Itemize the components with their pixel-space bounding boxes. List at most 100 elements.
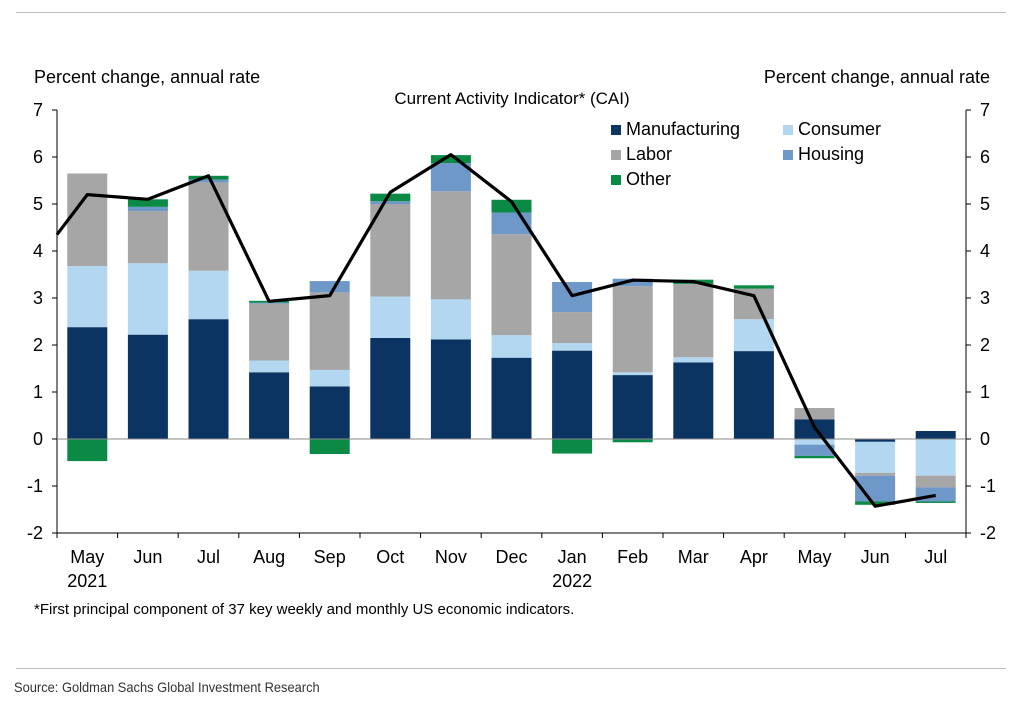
x-tick-label: Mar bbox=[678, 547, 709, 567]
legend-swatch-housing bbox=[783, 149, 793, 160]
x-tick-label: Feb bbox=[617, 547, 648, 567]
bar-manufacturing bbox=[915, 431, 956, 439]
legend-swatch-labor bbox=[611, 149, 621, 160]
y-tick-label-right: -1 bbox=[980, 476, 996, 496]
y-tick-label-left: 4 bbox=[33, 241, 43, 261]
x-tick-label: Jul bbox=[924, 547, 947, 567]
bar-labor bbox=[430, 191, 471, 300]
x-year-label: 2022 bbox=[552, 571, 592, 591]
bar-manufacturing bbox=[67, 327, 108, 439]
legend-item-other: Other bbox=[611, 169, 671, 190]
bar-housing bbox=[309, 281, 350, 293]
legend-swatch-manufacturing bbox=[611, 124, 621, 135]
bar-manufacturing bbox=[855, 439, 896, 442]
bar-labor bbox=[552, 312, 593, 344]
source-note: Source: Goldman Sachs Global Investment … bbox=[14, 679, 320, 695]
legend-label-consumer: Consumer bbox=[798, 119, 882, 139]
bar-consumer bbox=[612, 372, 653, 376]
y-tick-label-right: 2 bbox=[980, 335, 990, 355]
bar-other bbox=[491, 199, 532, 213]
x-tick-label: Jun bbox=[133, 547, 162, 567]
y-tick-label-right: 4 bbox=[980, 241, 990, 261]
y-tick-label-right: 5 bbox=[980, 194, 990, 214]
footnote: *First principal component of 37 key wee… bbox=[34, 601, 575, 618]
bar-labor bbox=[127, 211, 168, 264]
bar-other bbox=[430, 155, 471, 164]
bar-labor bbox=[67, 173, 108, 267]
bar-other bbox=[915, 501, 956, 503]
y-tick-label-left: 1 bbox=[33, 382, 43, 402]
bar-labor bbox=[673, 283, 714, 358]
x-tick-label: Apr bbox=[740, 547, 768, 567]
y-tick-label-left: 3 bbox=[33, 288, 43, 308]
bar-other bbox=[794, 455, 835, 459]
x-tick-label: Oct bbox=[376, 547, 404, 567]
bar-manufacturing bbox=[249, 372, 290, 439]
bar-manufacturing bbox=[127, 334, 168, 439]
legend-item-manufacturing: Manufacturing bbox=[611, 119, 740, 140]
legend-swatch-other bbox=[611, 174, 621, 185]
legend-label-labor: Labor bbox=[626, 144, 673, 164]
bar-manufacturing bbox=[491, 357, 532, 439]
bar-labor bbox=[855, 472, 896, 476]
bar-housing bbox=[188, 179, 229, 183]
bar-other bbox=[309, 439, 350, 455]
bar-consumer bbox=[67, 266, 108, 328]
bar-labor bbox=[309, 292, 350, 370]
bar-housing bbox=[249, 302, 290, 304]
bar-labor bbox=[915, 475, 956, 488]
y-tick-label-left: 7 bbox=[33, 100, 43, 120]
bar-consumer bbox=[552, 343, 593, 351]
x-tick-label: Dec bbox=[495, 547, 527, 567]
y-tick-label-left: -1 bbox=[27, 476, 43, 496]
legend-swatch-consumer bbox=[783, 124, 793, 135]
bar-labor bbox=[249, 303, 290, 361]
bar-housing bbox=[370, 201, 411, 204]
bar-manufacturing bbox=[188, 319, 229, 439]
bar-consumer bbox=[309, 369, 350, 387]
y-tick-label-right: 3 bbox=[980, 288, 990, 308]
y-tick-label-left: 2 bbox=[33, 335, 43, 355]
bar-housing bbox=[794, 444, 835, 456]
bar-housing bbox=[612, 278, 653, 287]
legend-label-housing: Housing bbox=[798, 144, 865, 164]
x-tick-label: Nov bbox=[435, 547, 467, 567]
bar-housing bbox=[127, 206, 168, 212]
legend-item-consumer: Consumer bbox=[783, 119, 881, 140]
bar-consumer bbox=[855, 441, 896, 473]
legend-label-manufacturing: Manufacturing bbox=[626, 119, 741, 139]
x-tick-label: May bbox=[70, 547, 104, 567]
legend-label-other: Other bbox=[626, 169, 672, 189]
bar-consumer bbox=[491, 335, 532, 358]
bar-consumer bbox=[430, 299, 471, 340]
bar-other bbox=[855, 501, 896, 505]
top-rule bbox=[16, 12, 1006, 13]
bar-other bbox=[552, 439, 593, 454]
y-tick-label-left: 0 bbox=[33, 429, 43, 449]
x-tick-label: Jun bbox=[861, 547, 890, 567]
bar-manufacturing bbox=[430, 339, 471, 439]
y-tick-label-right: -2 bbox=[980, 523, 996, 543]
x-tick-label: Sep bbox=[314, 547, 346, 567]
bar-consumer bbox=[188, 270, 229, 320]
y-tick-label-right: 6 bbox=[980, 147, 990, 167]
bar-other bbox=[370, 193, 411, 202]
bar-consumer bbox=[249, 360, 290, 373]
right-axis-title: Percent change, annual rate bbox=[763, 67, 990, 87]
bottom-rule bbox=[16, 668, 1006, 669]
bar-consumer bbox=[370, 296, 411, 338]
cai-line bbox=[55, 153, 936, 508]
bar-consumer bbox=[915, 439, 956, 476]
bar-manufacturing bbox=[552, 350, 593, 439]
bar-manufacturing bbox=[370, 337, 411, 439]
bar-labor bbox=[188, 182, 229, 271]
bar-manufacturing bbox=[612, 375, 653, 439]
y-tick-label-left: -2 bbox=[27, 523, 43, 543]
y-tick-label-right: 0 bbox=[980, 429, 990, 449]
bar-consumer bbox=[127, 263, 168, 335]
legend-item-housing: Housing bbox=[783, 144, 864, 165]
legend-item-labor: Labor bbox=[611, 144, 672, 165]
x-year-label: 2021 bbox=[67, 571, 107, 591]
bar-labor bbox=[794, 407, 835, 420]
x-tick-label: May bbox=[797, 547, 831, 567]
